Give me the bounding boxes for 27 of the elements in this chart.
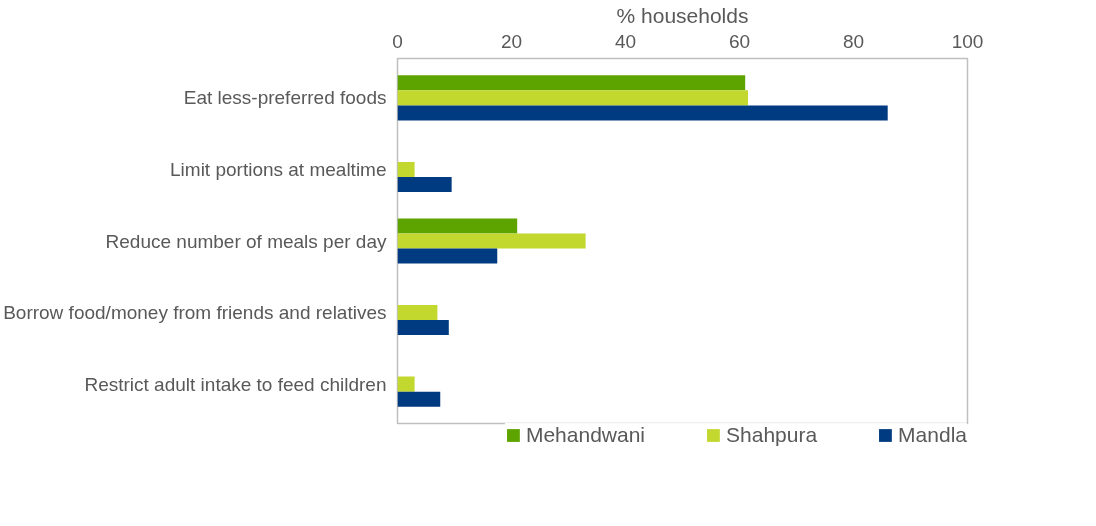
bar [397,248,498,264]
legend-label: Shahpura [726,423,818,447]
x-tick-label: 80 [842,30,865,52]
bar [397,218,518,234]
y-tick-label: Eat less-preferred foods [183,87,387,109]
x-tick-label: 100 [951,30,984,52]
bar [397,376,415,392]
bar [397,75,746,91]
y-tick-label: Restrict adult intake to feed children [84,373,387,395]
bar [397,305,438,321]
x-tick-label: 40 [614,30,637,52]
bar [397,391,441,407]
y-tick-label: Reduce number of meals per day [105,230,387,252]
legend-label: Mehandwani [525,423,646,447]
x-tick-label: 20 [500,30,523,52]
x-axis-title: % households [616,3,749,27]
bar [397,90,749,106]
x-tick-label: 0 [392,30,403,52]
bar [397,233,586,249]
y-tick-label: Borrow food/money from friends and relatives [3,302,387,324]
legend-label: Mandla [898,423,967,447]
bar [397,161,415,177]
bar [397,105,888,121]
y-tick-label: Limit portions at mealtime [170,158,387,180]
bar [397,320,449,336]
x-tick-label: 60 [728,30,751,52]
bar [397,176,452,192]
